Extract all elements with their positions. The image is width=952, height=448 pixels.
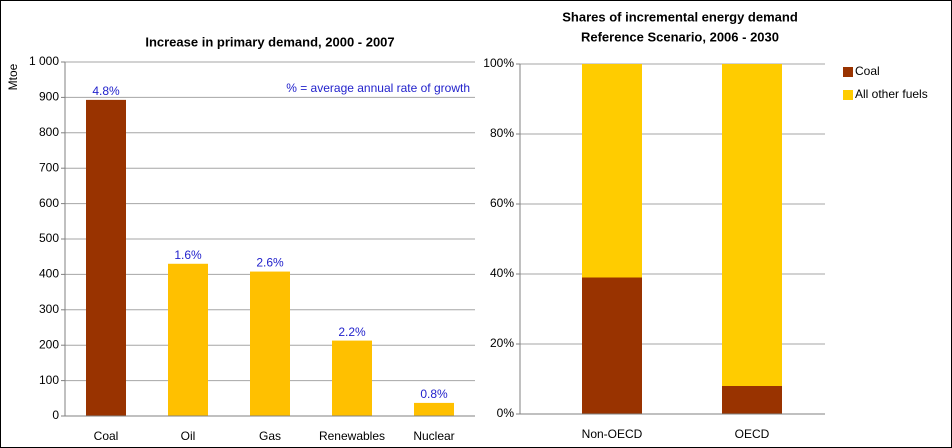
chart-title: Increase in primary demand, 2000 - 2007	[145, 34, 394, 49]
y-tick-label: 40%	[490, 266, 514, 280]
y-tick-label: 100	[39, 373, 59, 387]
legend-swatch	[843, 90, 853, 100]
y-axis-label: Mtoe	[6, 63, 20, 90]
y-tick-label: 500	[39, 231, 59, 245]
x-tick-label: Oil	[181, 429, 196, 443]
bar-segment	[722, 386, 782, 414]
bar-segment	[722, 64, 782, 386]
y-tick-label: 900	[39, 90, 59, 104]
x-tick-label: OECD	[735, 427, 770, 441]
chart-title: Shares of incremental energy demand	[562, 9, 798, 24]
bar-label: 0.8%	[420, 387, 448, 401]
legend-swatch	[843, 67, 853, 77]
bar	[168, 263, 208, 416]
x-tick-label: Coal	[94, 429, 119, 443]
y-tick-label: 20%	[490, 336, 514, 350]
bar-segment	[582, 277, 642, 414]
y-tick-label: 200	[39, 337, 59, 351]
y-tick-label: 1 000	[29, 54, 59, 68]
annotation: % = average annual rate of growth	[286, 81, 470, 95]
y-tick-label: 400	[39, 267, 59, 281]
legend-label: All other fuels	[855, 87, 928, 101]
bar-segment	[582, 64, 642, 278]
x-tick-label: Nuclear	[413, 429, 454, 443]
bar	[414, 402, 454, 416]
chart-subtitle: Reference Scenario, 2006 - 2030	[581, 29, 779, 44]
legend-label: Coal	[855, 64, 880, 78]
bar	[332, 340, 372, 416]
y-tick-label: 700	[39, 160, 59, 174]
bar-label: 1.6%	[174, 248, 202, 262]
y-tick-label: 60%	[490, 196, 514, 210]
x-tick-label: Gas	[259, 429, 281, 443]
y-tick-label: 100%	[483, 56, 514, 70]
bar	[250, 271, 290, 416]
bar-label: 2.6%	[256, 256, 284, 270]
bar-label: 2.2%	[338, 325, 366, 339]
bar-label: 4.8%	[92, 84, 120, 98]
bar	[86, 99, 126, 417]
x-tick-label: Non-OECD	[582, 427, 643, 441]
y-tick-label: 300	[39, 302, 59, 316]
y-tick-label: 0	[52, 408, 59, 422]
y-tick-label: 800	[39, 125, 59, 139]
y-tick-label: 600	[39, 196, 59, 210]
y-tick-label: 80%	[490, 126, 514, 140]
x-tick-label: Renewables	[319, 429, 385, 443]
y-tick-label: 0%	[497, 406, 515, 420]
